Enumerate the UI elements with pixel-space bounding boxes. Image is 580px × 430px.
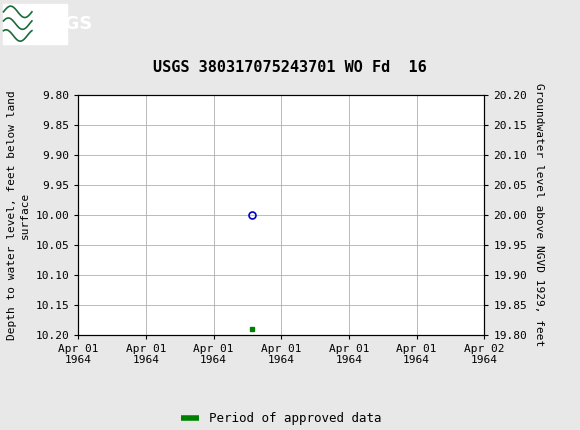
- Text: USGS: USGS: [38, 15, 93, 33]
- FancyBboxPatch shape: [3, 4, 67, 43]
- Text: USGS 380317075243701 WO Fd  16: USGS 380317075243701 WO Fd 16: [153, 60, 427, 75]
- Y-axis label: Depth to water level, feet below land
surface: Depth to water level, feet below land su…: [7, 90, 30, 340]
- Legend: Period of approved data: Period of approved data: [176, 407, 387, 430]
- Y-axis label: Groundwater level above NGVD 1929, feet: Groundwater level above NGVD 1929, feet: [534, 83, 543, 347]
